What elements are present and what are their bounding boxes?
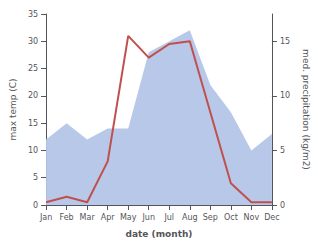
svg-text:5: 5 — [33, 173, 38, 182]
svg-text:30: 30 — [28, 37, 38, 46]
svg-text:Jan: Jan — [39, 213, 52, 222]
svg-text:Oct: Oct — [224, 213, 238, 222]
svg-text:10: 10 — [280, 91, 290, 100]
svg-text:5: 5 — [280, 146, 285, 155]
svg-text:15: 15 — [280, 37, 290, 46]
svg-text:Mar: Mar — [80, 213, 96, 222]
svg-text:Jun: Jun — [141, 213, 155, 222]
svg-text:date (month): date (month) — [126, 229, 193, 239]
svg-text:15: 15 — [28, 119, 38, 128]
svg-text:25: 25 — [28, 64, 38, 73]
svg-text:0: 0 — [33, 201, 38, 210]
svg-text:0: 0 — [280, 201, 285, 210]
svg-text:max temp (C): max temp (C) — [8, 78, 18, 140]
svg-text:Aug: Aug — [182, 213, 198, 222]
svg-text:May: May — [120, 213, 137, 222]
svg-text:10: 10 — [28, 146, 38, 155]
svg-text:med. precipitation (kg/m2): med. precipitation (kg/m2) — [301, 49, 311, 170]
svg-text:Nov: Nov — [244, 213, 260, 222]
svg-text:Apr: Apr — [101, 213, 116, 222]
svg-text:Feb: Feb — [60, 213, 74, 222]
svg-text:Dec: Dec — [264, 213, 279, 222]
svg-text:20: 20 — [28, 91, 38, 100]
svg-text:Sep: Sep — [203, 213, 218, 222]
svg-text:35: 35 — [28, 10, 38, 19]
svg-text:Jul: Jul — [163, 213, 174, 222]
